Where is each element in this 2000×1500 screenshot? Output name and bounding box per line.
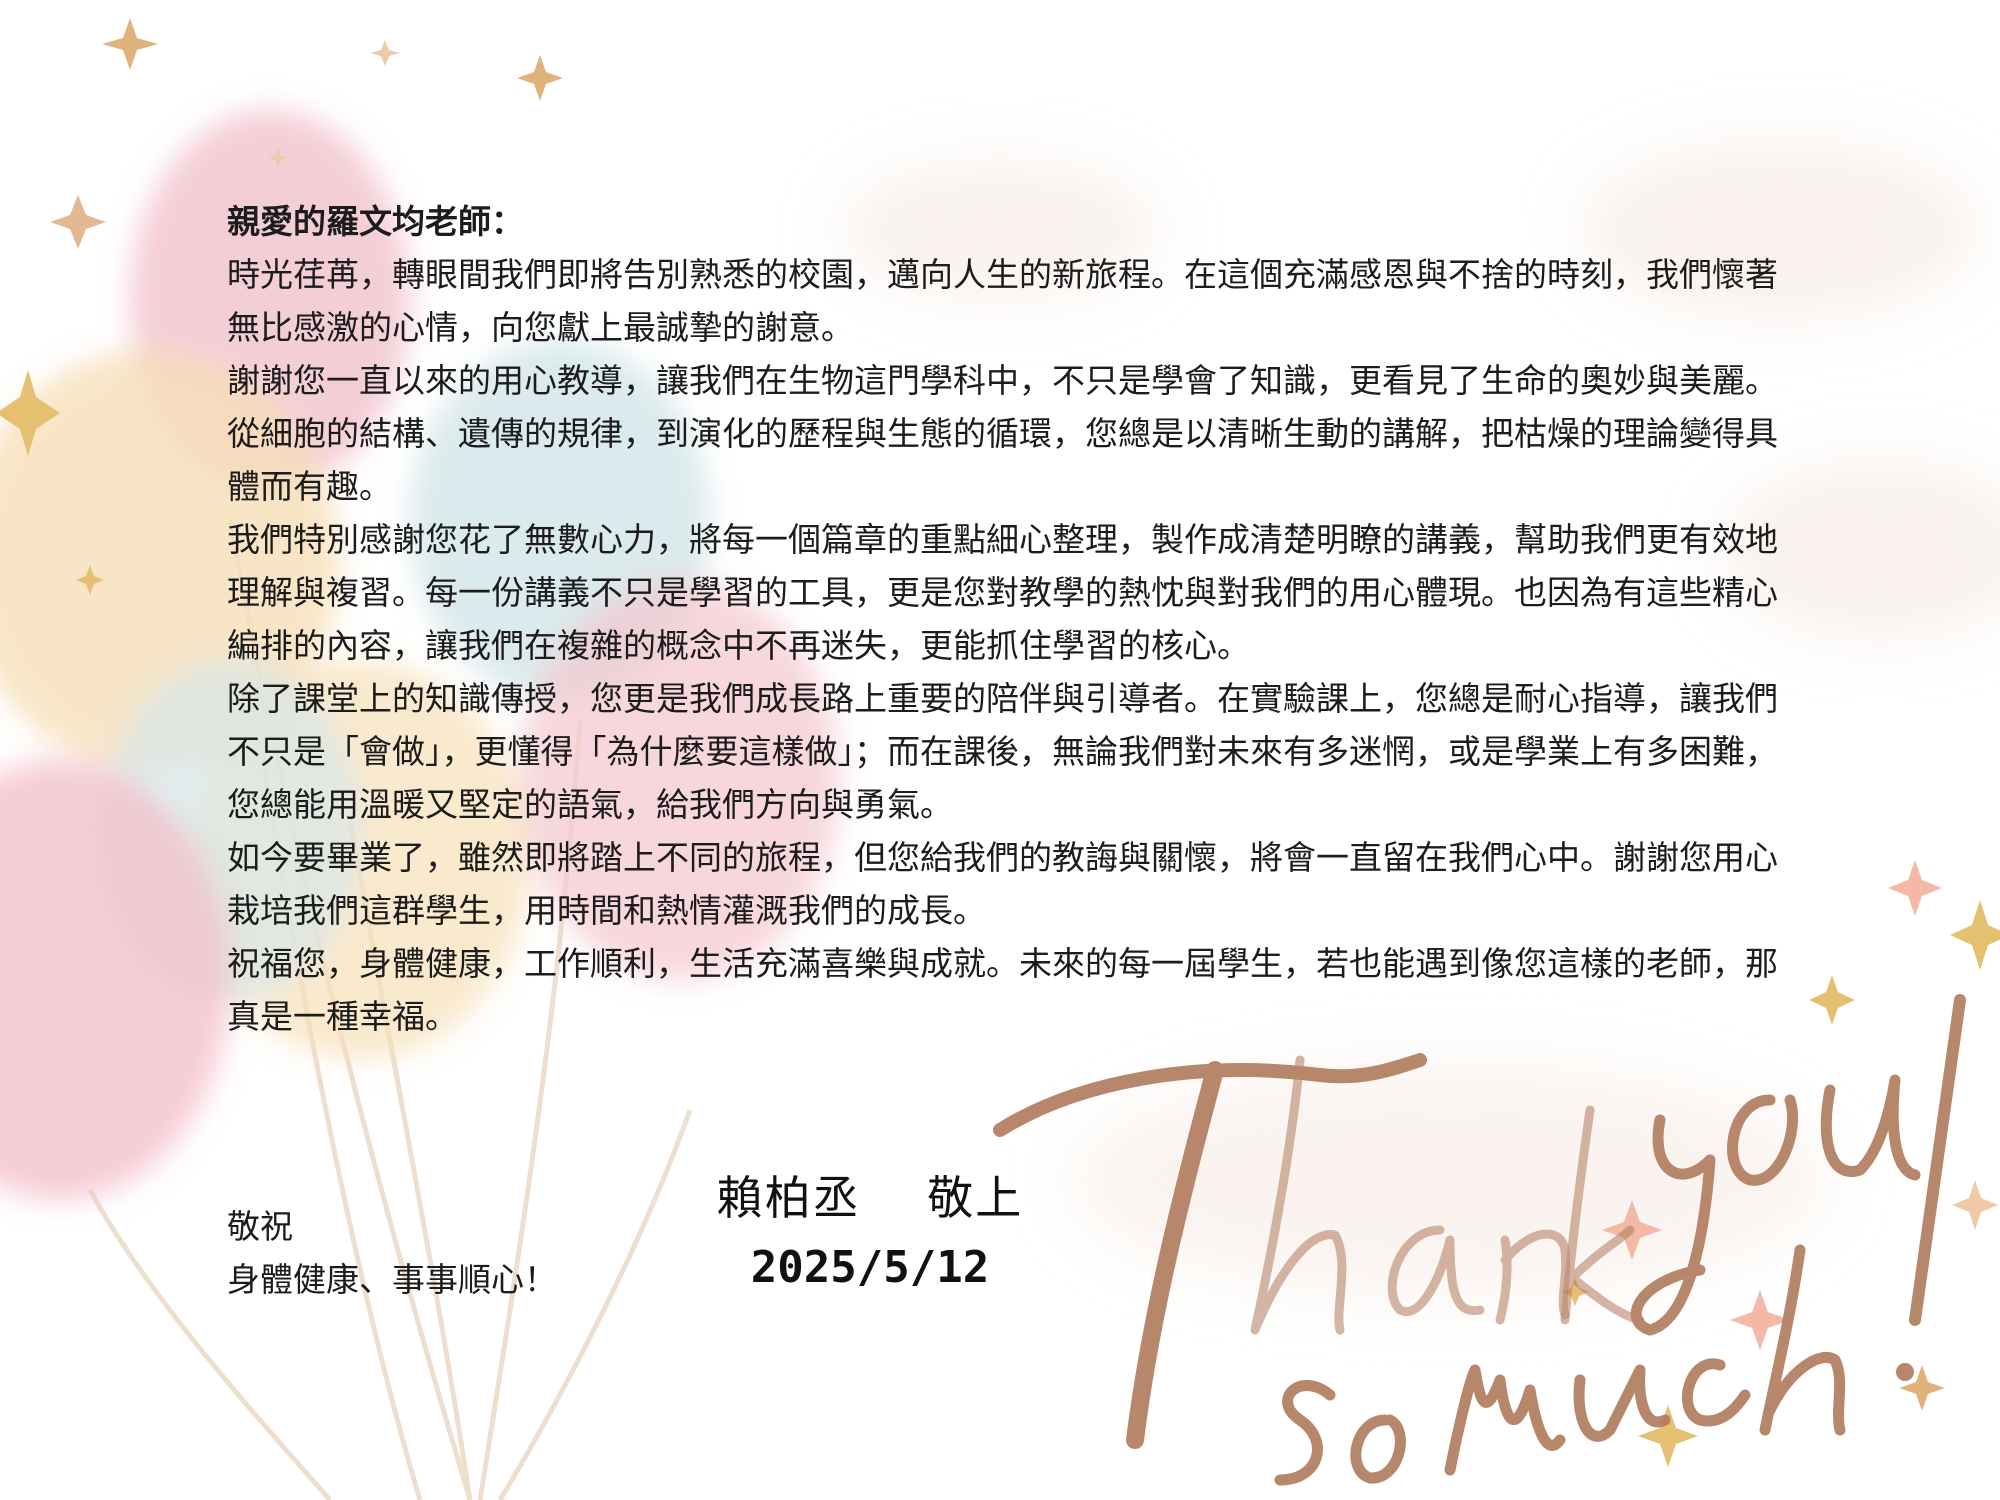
balloon-pink-left	[0, 760, 230, 1200]
letter-paragraph: 時光荏苒，轉眼間我們即將告別熟悉的校園，邁向人生的新旅程。在這個充滿感恩與不捨的…	[227, 255, 1778, 347]
letter-greeting: 親愛的羅文均老師：	[227, 202, 524, 241]
closing-salutation: 敬祝	[227, 1207, 293, 1246]
signature-block: 賴柏丞 敬上 2025/5/12	[700, 1168, 1040, 1298]
sparkle-icons	[0, 18, 2000, 1467]
signature-name: 賴柏丞 敬上	[716, 1171, 1024, 1225]
balloon-group	[0, 110, 840, 1200]
letter-paragraph: 謝謝您一直以來的用心教導，讓我們在生物這門學科中，不只是學會了知識，更看見了生命…	[227, 361, 1778, 506]
closing-wish: 身體健康、事事順心！	[227, 1260, 557, 1299]
cloud-shapes	[840, 140, 2000, 1300]
letter-paragraph: 如今要畢業了，雖然即將踏上不同的旅程，但您給我們的教誨與關懷，將會一直留在我們心…	[227, 838, 1778, 930]
signature-date: 2025/5/12	[750, 1242, 990, 1293]
letter-paragraph: 我們特別感謝您花了無數心力，將每一個篇章的重點細心整理，製作成清楚明瞭的講義，幫…	[227, 520, 1778, 665]
letter-paragraph: 除了課堂上的知識傳授，您更是我們成長路上重要的陪伴與引導者。在實驗課上，您總是耐…	[227, 679, 1778, 824]
balloon-pink-mid	[520, 580, 840, 980]
letter-closing: 敬祝 身體健康、事事順心！	[227, 1200, 557, 1306]
letter-body: 親愛的羅文均老師： 時光荏苒，轉眼間我們即將告別熟悉的校園，邁向人生的新旅程。在…	[227, 195, 1787, 1043]
letter-paragraph: 祝福您，身體健康，工作順利，生活充滿喜樂與成就。未來的每一屆學生，若也能遇到像您…	[227, 944, 1778, 1036]
thank-you-script-graphic	[993, 994, 1966, 1486]
